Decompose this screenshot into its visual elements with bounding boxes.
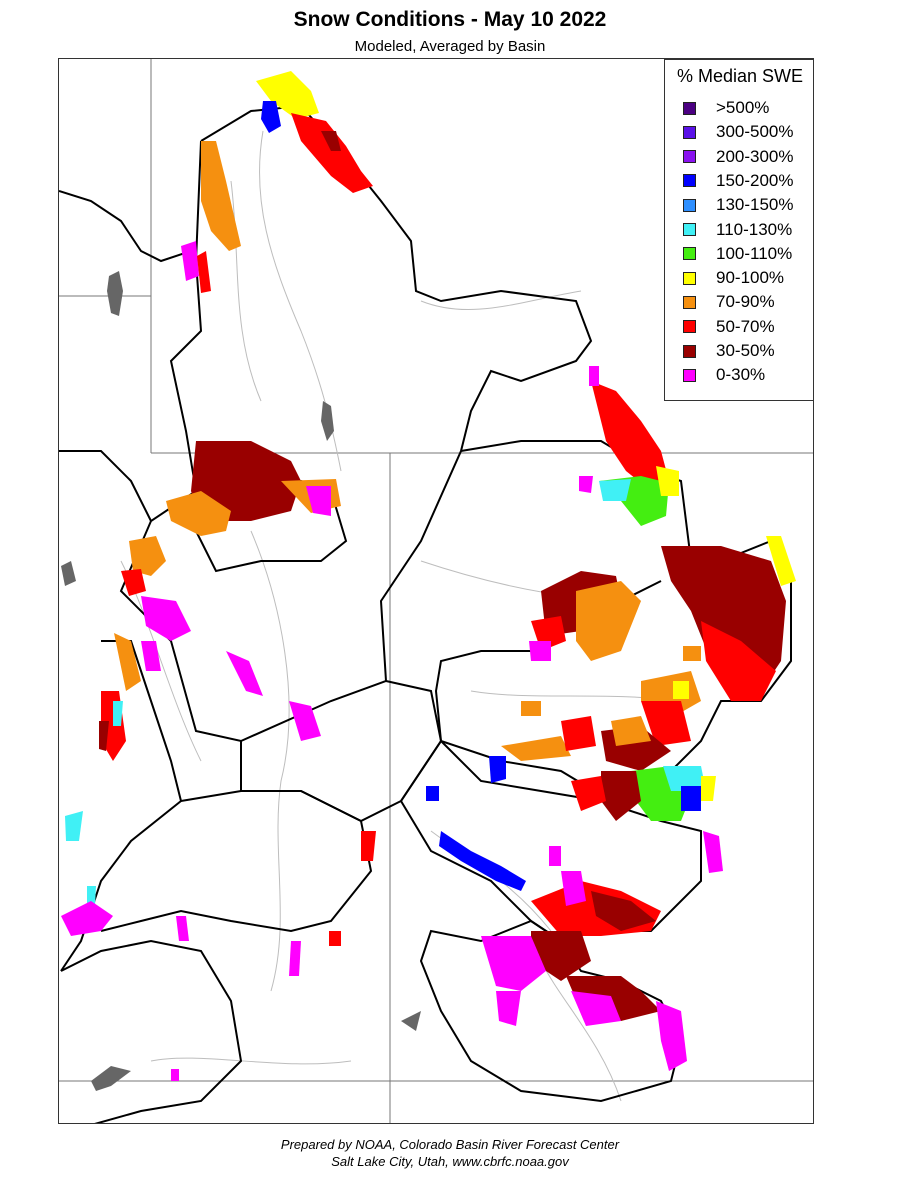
footer-location: Salt Lake City, Utah, www.cbrfc.noaa.gov — [331, 1154, 569, 1169]
legend-label: 110-130% — [716, 219, 793, 239]
legend-swatch — [683, 125, 696, 139]
basin-outline-virgin — [60, 939, 243, 1123]
legend-swatch — [683, 223, 696, 236]
legend-item: 300-500% — [683, 121, 794, 143]
legend-swatch — [683, 150, 696, 164]
legend-title: % Median SWE — [676, 66, 804, 86]
legend-label: >500% — [716, 98, 770, 117]
legend-item: >500% — [683, 97, 769, 119]
legend-swatch — [683, 271, 696, 285]
legend-label: 150-200% — [716, 170, 794, 190]
legend-item: 130-150% — [683, 194, 794, 216]
legend-item: 90-100% — [683, 267, 784, 289]
legend-label: 130-150% — [716, 195, 794, 215]
legend-item: 110-130% — [683, 219, 792, 241]
basin-map — [59, 59, 813, 1123]
legend-swatch — [683, 198, 696, 212]
lake-dam-shape — [401, 1011, 421, 1031]
legend-item: 100-110% — [683, 243, 792, 265]
legend-swatch — [683, 101, 696, 115]
legend-swatch — [683, 295, 696, 309]
legend-label: 90-100% — [716, 268, 785, 288]
flaming-gorge-shape — [321, 401, 334, 441]
legend-item: 30-50% — [683, 340, 775, 362]
lake-powell-shape — [91, 1066, 131, 1091]
bear-lake-shape — [107, 271, 123, 316]
legend-label: 300-500% — [716, 122, 794, 142]
legend-item: 0-30% — [683, 364, 765, 386]
legend-item: 150-200% — [683, 170, 794, 192]
legend: % Median SWE >500% 300-500% 200-300% 150-20… — [664, 59, 814, 401]
utah-lake-shape — [61, 561, 76, 586]
legend-label: 100-110% — [716, 243, 793, 263]
legend-label: 50-70% — [716, 316, 775, 336]
map-title: Snow Conditions - May 10 2022 — [293, 8, 607, 31]
legend-label: 200-300% — [716, 146, 794, 166]
basin-outline-sevier — [100, 790, 373, 933]
footer-credit: Prepared by NOAA, Colorado Basin River F… — [280, 1137, 620, 1152]
basin-outline-far-west — [59, 190, 192, 263]
basin-outline-west-wy — [59, 450, 152, 522]
legend-label: 0-30% — [716, 365, 766, 385]
basin-outline-green-upper — [119, 104, 593, 743]
legend-item: 70-90% — [683, 291, 775, 313]
basin-outline-lower-green — [240, 680, 443, 823]
legend-swatch — [683, 174, 696, 188]
legend-label: 30-50% — [716, 341, 775, 360]
legend-swatch — [683, 368, 696, 382]
map-subtitle: Modeled, Averaged by Basin — [354, 38, 546, 55]
map-frame — [58, 58, 814, 1124]
legend-swatch — [683, 344, 696, 358]
legend-swatch — [683, 247, 696, 261]
snow-patches — [61, 71, 796, 1081]
lakes — [61, 271, 421, 1091]
legend-label: 70-90% — [716, 292, 775, 312]
basin-outline-san-juan — [419, 919, 683, 1103]
basin-outline-upper-colorado — [434, 440, 792, 803]
legend-swatch — [683, 320, 696, 334]
legend-item: 200-300% — [683, 146, 794, 168]
legend-item: 50-70% — [683, 316, 775, 338]
